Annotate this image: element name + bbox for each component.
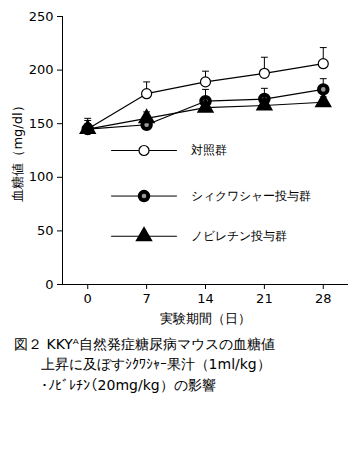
svg-text:150: 150 bbox=[29, 116, 54, 131]
svg-text:シィクワシャー投与群: シィクワシャー投与群 bbox=[191, 189, 311, 203]
svg-text:100: 100 bbox=[29, 169, 54, 184]
svg-text:ノビレチン投与群: ノビレチン投与群 bbox=[191, 229, 287, 243]
html-text:・ﾉﾋﾞﾚﾁﾝ（20mg/kg）の影響: ・ﾉﾋﾞﾚﾁﾝ（20mg/kg）の影響 bbox=[40, 376, 216, 393]
svg-text:0: 0 bbox=[45, 277, 53, 292]
svg-text:14: 14 bbox=[197, 291, 214, 306]
html-text:図２ KKYᴬ自然発症糖尿病マウスの血糖値: 図２ KKYᴬ自然発症糖尿病マウスの血糖値 bbox=[14, 336, 275, 352]
svg-text:250: 250 bbox=[29, 9, 54, 24]
svg-text:28: 28 bbox=[315, 291, 332, 306]
svg-text:50: 50 bbox=[37, 223, 54, 238]
svg-text:200: 200 bbox=[29, 62, 54, 77]
svg-text:対照群: 対照群 bbox=[191, 143, 227, 157]
svg-text:7: 7 bbox=[142, 291, 150, 306]
svg-text:0: 0 bbox=[84, 291, 92, 306]
svg-text:実験期間（日）: 実験期間（日） bbox=[160, 311, 251, 326]
html-text:上昇に及ぼすｼｸﾜｼｬｰ果汁（1ml/kg）: 上昇に及ぼすｼｸﾜｼｬｰ果汁（1ml/kg） bbox=[40, 356, 271, 373]
svg-text:血糖値（mg/dl）: 血糖値（mg/dl） bbox=[10, 99, 25, 201]
svg-text:21: 21 bbox=[256, 291, 273, 306]
